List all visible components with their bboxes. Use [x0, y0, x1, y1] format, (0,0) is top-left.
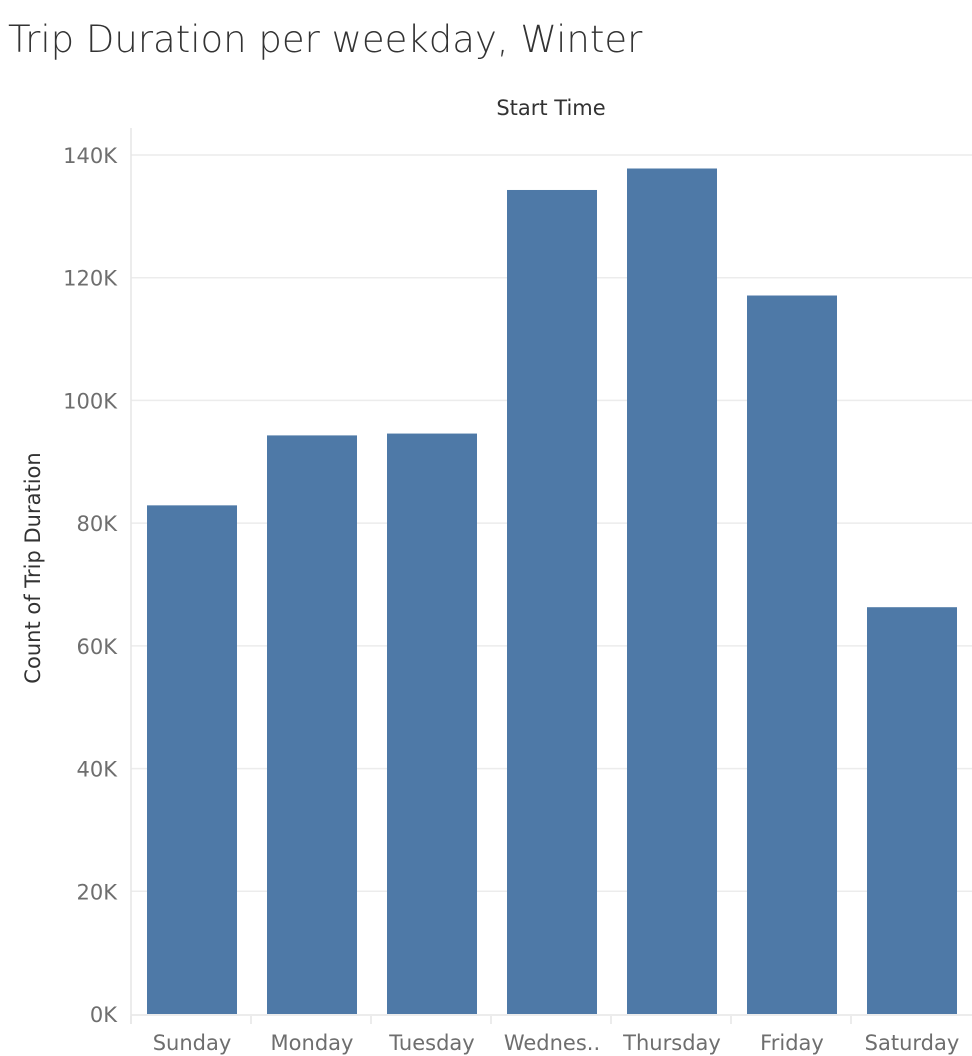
axes	[130, 128, 972, 1024]
x-tick-label: Wednes..	[504, 1031, 600, 1055]
x-tick-labels: Sunday Monday Tuesday Wednes.. Thursday Frida…	[130, 1016, 960, 1055]
bar[interactable]	[747, 295, 837, 1015]
bar[interactable]	[627, 168, 717, 1015]
bar[interactable]	[147, 505, 237, 1014]
y-tick-label: 0K	[90, 1003, 118, 1027]
bar[interactable]	[507, 189, 597, 1014]
bar[interactable]	[867, 607, 957, 1014]
y-tick-label: 100K	[63, 389, 118, 413]
x-tick-label: Saturday	[865, 1031, 960, 1055]
bar[interactable]	[387, 433, 477, 1015]
x-tick-label: Friday	[760, 1031, 824, 1055]
y-tick-label: 20K	[77, 880, 119, 904]
y-tick-label: 140K	[63, 144, 118, 168]
y-tick-label: 60K	[77, 635, 119, 659]
bar[interactable]	[267, 435, 357, 1015]
x-tick-label: Tuesday	[388, 1031, 474, 1055]
x-tick-label: Sunday	[153, 1031, 232, 1055]
x-axis-title: Start Time	[496, 96, 605, 120]
y-axis-title: Count of Trip Duration	[21, 452, 45, 683]
y-tick-label: 40K	[77, 758, 119, 782]
y-tick-label: 80K	[77, 512, 119, 536]
x-tick-label: Monday	[271, 1031, 354, 1055]
chart-title: Trip Duration per weekday, Winter	[8, 18, 643, 61]
y-tick-label: 120K	[63, 267, 118, 291]
bars	[147, 168, 957, 1015]
y-tick-labels: 0K 20K 40K 60K 80K 100K 120K 140K	[63, 144, 118, 1027]
x-tick-label: Thursday	[622, 1031, 721, 1055]
